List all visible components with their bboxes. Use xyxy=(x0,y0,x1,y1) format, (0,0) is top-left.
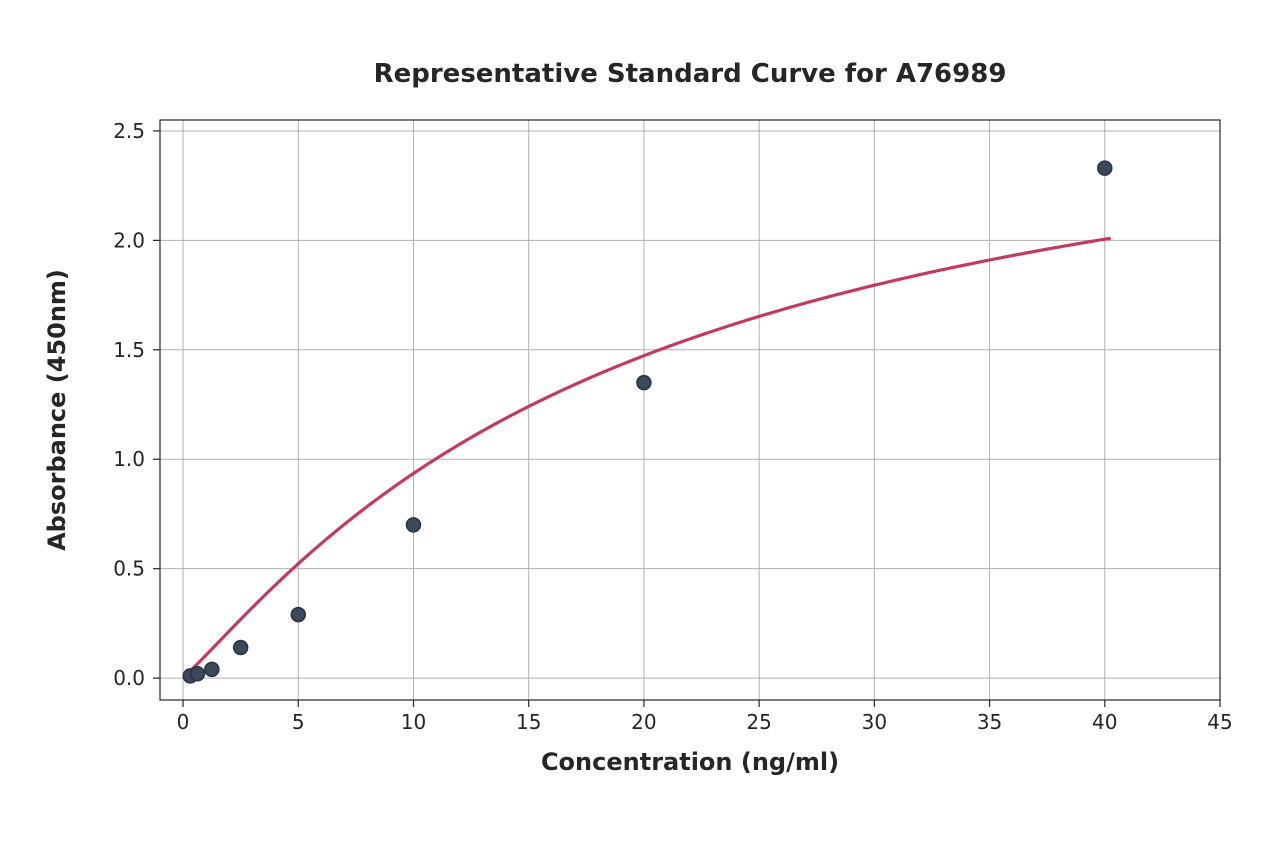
chart-title: Representative Standard Curve for A76989 xyxy=(374,59,1007,89)
y-tick-label: 0.5 xyxy=(113,557,145,581)
y-tick-label: 2.0 xyxy=(113,228,145,252)
data-point xyxy=(1098,161,1112,175)
data-point xyxy=(637,376,651,390)
data-point xyxy=(190,667,204,681)
data-point xyxy=(291,608,305,622)
x-tick-label: 45 xyxy=(1207,710,1232,734)
y-tick-label: 0.0 xyxy=(113,666,145,690)
x-axis-label: Concentration (ng/ml) xyxy=(541,748,839,776)
x-tick-label: 35 xyxy=(977,710,1002,734)
data-point xyxy=(406,518,420,532)
chart-container: 0 5 10 15 20 25 30 35 40 45 0.0 0.5 1.0 1.5 2.0 2.5 Repr… xyxy=(0,0,1280,845)
x-tick-label: 15 xyxy=(516,710,541,734)
x-tick-label: 20 xyxy=(631,710,656,734)
y-axis-label: Absorbance (450nm) xyxy=(43,269,71,551)
x-tick-label: 40 xyxy=(1092,710,1117,734)
x-tick-label: 30 xyxy=(862,710,887,734)
data-point xyxy=(205,662,219,676)
x-tick-label: 25 xyxy=(746,710,771,734)
y-tick-label: 2.5 xyxy=(113,119,145,143)
x-tick-label: 0 xyxy=(177,710,190,734)
standard-curve-chart: 0 5 10 15 20 25 30 35 40 45 0.0 0.5 1.0 1.5 2.0 2.5 Repr… xyxy=(0,0,1280,845)
x-tick-label: 5 xyxy=(292,710,305,734)
plot-area xyxy=(160,120,1220,700)
data-point xyxy=(234,640,248,654)
y-tick-label: 1.5 xyxy=(113,338,145,362)
y-tick-label: 1.0 xyxy=(113,447,145,471)
x-tick-label: 10 xyxy=(401,710,426,734)
